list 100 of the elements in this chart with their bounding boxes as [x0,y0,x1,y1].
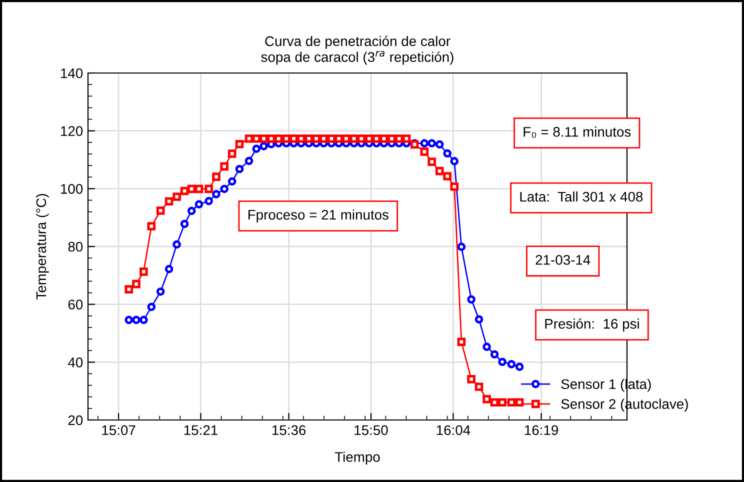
point [187,206,196,216]
point [180,186,189,196]
point [435,166,444,176]
point [139,267,148,276]
point [132,316,140,324]
point [164,264,174,274]
point [457,338,466,346]
point [172,192,181,201]
y-tick-label: 80 [68,242,83,252]
point [139,316,148,324]
point [290,134,298,143]
point [507,360,516,368]
point [388,134,396,143]
x-tick-label: 15:07 [102,425,136,436]
y-tick-label: 60 [68,300,83,310]
x-tick-label: 15:50 [354,425,388,436]
point [498,398,506,407]
point [244,156,254,166]
chart-title: Curva de penetración de calor sopa de caracol (3$^{ra}$ repetición) [261,36,454,65]
point [267,134,276,143]
annotation: Fproceso = 21 minutos [248,209,388,222]
point [212,172,220,181]
point [124,316,134,324]
point [443,149,452,158]
point [515,362,524,371]
y-tick-label: 120 [61,126,83,136]
point [194,184,204,194]
point [124,285,134,294]
point [482,342,491,352]
point [164,197,174,206]
point [156,287,165,296]
point [252,134,261,143]
x-tick-label: 16:04 [436,425,470,436]
x-axis-title: Tiempo [334,452,380,465]
point [394,134,404,143]
point [147,222,156,230]
point [228,150,236,158]
point [372,134,381,143]
point [334,134,343,143]
point [490,350,499,359]
point [172,240,181,249]
annotation: Lata: Tall 301 x 408 [520,191,643,202]
point [260,142,268,150]
point [228,177,236,186]
point [212,190,220,198]
point [450,157,459,166]
point [350,134,358,143]
point [235,140,244,148]
point [380,134,388,143]
annotation: 21-03-14 [536,254,590,265]
point [342,134,350,143]
point [498,358,506,366]
point [357,134,366,143]
point [320,134,328,143]
point [156,206,165,215]
point [260,134,268,143]
point [428,139,436,148]
y-axis-title: Temperatura (°C) [36,194,49,300]
point [420,139,429,148]
point [274,134,283,143]
y-tick-label: 140 [61,68,83,78]
point [296,134,306,143]
point [252,144,261,153]
point [204,196,213,206]
point [282,134,291,143]
annotation: Presión: 16 psi [545,318,639,332]
point [450,182,459,191]
x-tick-label: 16:19 [524,425,558,436]
point [235,164,244,174]
y-tick-label: 20 [68,415,83,426]
point [312,134,320,143]
point [327,134,336,143]
y-tick-label: 100 [61,184,83,194]
annotation: F₀ = 8.11 minutos [524,126,631,138]
point [194,200,204,208]
point [507,398,516,407]
point [204,184,213,194]
point [490,398,499,407]
x-tick-label: 15:36 [272,425,306,436]
y-tick-label: 40 [68,358,83,368]
point [420,147,429,156]
point [132,280,140,288]
point [482,395,491,404]
point [244,134,254,143]
point [428,158,436,166]
point [474,382,484,391]
point [304,134,314,143]
point [474,315,484,324]
point [220,162,228,171]
x-tick-label: 15:21 [184,425,218,436]
point [515,398,524,407]
point [443,172,452,180]
point [467,295,476,304]
point [402,134,411,143]
point [187,184,196,194]
point [435,140,444,149]
point [467,375,476,384]
point [180,220,189,228]
point [364,134,374,143]
point [147,302,156,312]
